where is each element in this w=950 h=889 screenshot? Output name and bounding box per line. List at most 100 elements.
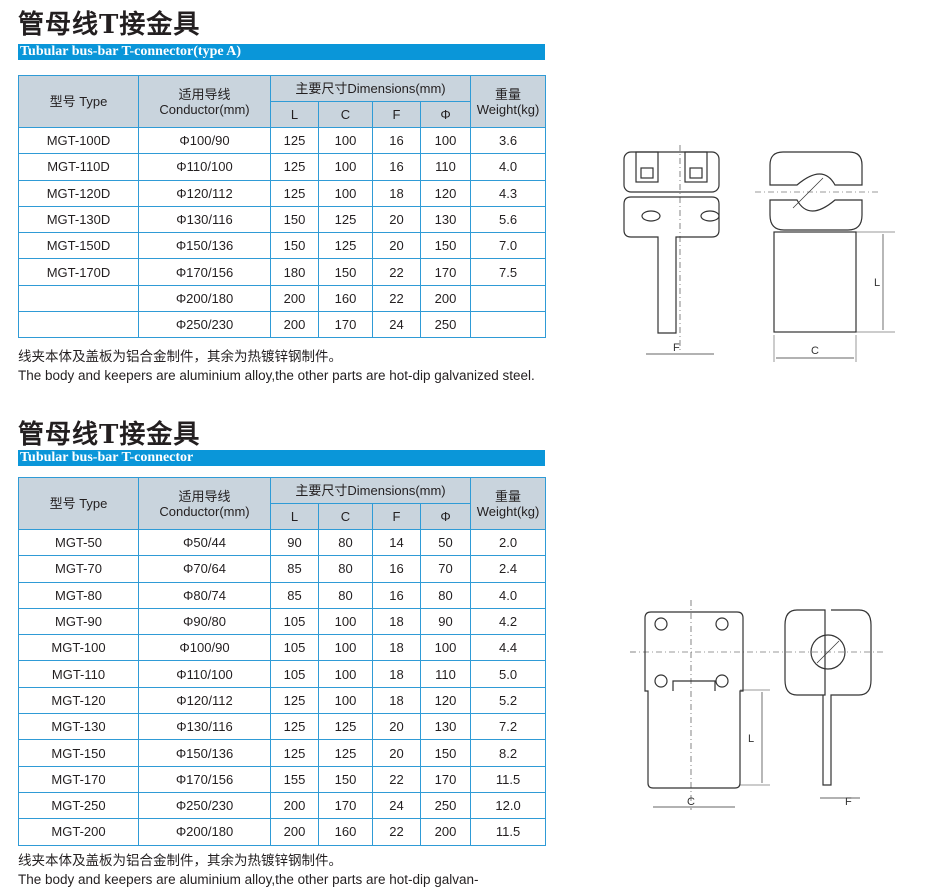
cell-type: MGT-50 [18, 528, 139, 557]
cell-phi: 120 [419, 179, 472, 207]
table-row: MGT-110 Φ110/100 105 100 18 110 5.0 [18, 660, 547, 688]
cell-phi: 170 [419, 258, 472, 286]
label-f: F [845, 796, 852, 808]
cell-l: 90 [270, 528, 319, 557]
cell-phi: 150 [419, 232, 472, 260]
label-l: L [874, 277, 880, 289]
cell-type: MGT-120 [18, 686, 139, 715]
cell-type: MGT-110 [18, 660, 139, 688]
cell-c: 170 [318, 791, 373, 820]
table-row: Φ200/180 200 160 22 200 [18, 284, 547, 313]
cell-l: 125 [270, 713, 319, 741]
cell-l: 200 [270, 818, 319, 846]
cell-c: 100 [318, 179, 373, 207]
section-a-title: 管母线T接金具 [18, 10, 201, 40]
connector-a-drawing: F C L [623, 145, 895, 362]
table-row: MGT-50 Φ50/44 90 80 14 50 2.0 [18, 528, 547, 557]
cell-phi: 110 [419, 153, 472, 181]
cell-f: 14 [372, 528, 421, 557]
note-en: The body and keepers are aluminium alloy… [18, 368, 535, 383]
cell-f: 24 [372, 791, 421, 820]
cell-l: 125 [270, 153, 319, 181]
cell-weight: 4.3 [470, 179, 547, 207]
cell-type: MGT-250 [18, 791, 139, 820]
cell-type: MGT-100 [18, 634, 139, 662]
header-conductor-en: Conductor(mm) [159, 503, 250, 519]
table-row: MGT-150 Φ150/136 125 125 20 150 8.2 [18, 739, 547, 767]
header-conductor-en: Conductor(mm) [159, 101, 250, 117]
cell-l: 85 [270, 555, 319, 583]
header-weight-cn: 重量 [495, 86, 522, 102]
cell-weight: 4.0 [470, 153, 547, 181]
cell-phi: 100 [419, 126, 472, 155]
header-phi: Φ [419, 503, 472, 530]
cell-l: 155 [270, 765, 319, 793]
table-row: MGT-250 Φ250/230 200 170 24 250 12.0 [18, 791, 547, 820]
table-row: MGT-80 Φ80/74 85 80 16 80 4.0 [18, 581, 547, 609]
header-weight-cn: 重量 [495, 488, 522, 504]
header-weight-en: Weight(kg) [476, 101, 540, 117]
cell-phi: 110 [419, 660, 472, 688]
header-conductor: 适用导线 Conductor(mm) [138, 75, 271, 128]
header-conductor-cn: 适用导线 [178, 86, 231, 102]
cell-l: 150 [270, 205, 319, 234]
cell-conductor: Φ50/44 [138, 528, 271, 557]
cell-phi: 70 [419, 555, 472, 583]
header-conductor: 适用导线 Conductor(mm) [138, 477, 271, 530]
cell-type: MGT-70 [18, 555, 139, 583]
label-c: C [811, 345, 819, 357]
cell-weight: 8.2 [470, 739, 547, 767]
cell-f: 20 [372, 739, 421, 767]
header-weight-en: Weight(kg) [476, 503, 540, 519]
cell-weight [470, 311, 547, 339]
header-weight: 重量 Weight(kg) [470, 477, 547, 530]
cell-type: MGT-110D [18, 153, 139, 181]
table-row: MGT-150D Φ150/136 150 125 20 150 7.0 [18, 232, 547, 260]
cell-f: 18 [372, 607, 421, 636]
cell-l: 85 [270, 581, 319, 609]
cell-weight: 11.5 [470, 818, 547, 846]
section-a-subtitle: Tubular bus-bar T-connector(type A) [18, 44, 545, 60]
cell-conductor: Φ120/112 [138, 686, 271, 715]
header-f: F [372, 101, 421, 128]
cell-conductor: Φ200/180 [138, 284, 271, 313]
cell-weight: 7.5 [470, 258, 547, 286]
cell-weight: 7.2 [470, 713, 547, 741]
header-c: C [318, 503, 373, 530]
side-view [784, 609, 872, 799]
cell-c: 125 [318, 232, 373, 260]
cell-c: 80 [318, 555, 373, 583]
note-cn: 线夹本体及盖板为铝合金制件，其余为热镀锌钢制件。 [18, 349, 342, 364]
table-row: Φ250/230 200 170 24 250 [18, 311, 547, 339]
cell-conductor: Φ120/112 [138, 179, 271, 207]
cell-phi: 90 [419, 607, 472, 636]
cell-c: 170 [318, 311, 373, 339]
cell-conductor: Φ130/116 [138, 205, 271, 234]
connector-b-drawing: C L F [630, 600, 885, 810]
cell-c: 160 [318, 818, 373, 846]
cell-phi: 200 [419, 818, 472, 846]
spec-table-a: 型号 Type 适用导线 Conductor(mm) 主要尺寸Dimensions(m… [18, 75, 547, 339]
cell-conductor: Φ170/156 [138, 765, 271, 793]
note-en: The body and keepers are aluminium alloy… [18, 872, 479, 887]
cell-l: 125 [270, 179, 319, 207]
cell-type: MGT-130D [18, 205, 139, 234]
cell-c: 100 [318, 686, 373, 715]
cell-phi: 250 [419, 791, 472, 820]
cell-phi: 100 [419, 634, 472, 662]
cell-type: MGT-100D [18, 126, 139, 155]
table-row: MGT-170 Φ170/156 155 150 22 170 11.5 [18, 765, 547, 793]
table-row: MGT-130 Φ130/116 125 125 20 130 7.2 [18, 713, 547, 741]
cell-c: 125 [318, 205, 373, 234]
cell-type: MGT-200 [18, 818, 139, 846]
cell-conductor: Φ80/74 [138, 581, 271, 609]
cell-c: 100 [318, 153, 373, 181]
table-row: MGT-100 Φ100/90 105 100 18 100 4.4 [18, 634, 547, 662]
cell-weight: 4.0 [470, 581, 547, 609]
cell-f: 18 [372, 634, 421, 662]
cell-f: 22 [372, 258, 421, 286]
cell-phi: 150 [419, 739, 472, 767]
cell-f: 18 [372, 660, 421, 688]
header-weight: 重量 Weight(kg) [470, 75, 547, 128]
note-cn: 线夹本体及盖板为铝合金制件，其余为热镀锌钢制件。 [18, 853, 342, 868]
